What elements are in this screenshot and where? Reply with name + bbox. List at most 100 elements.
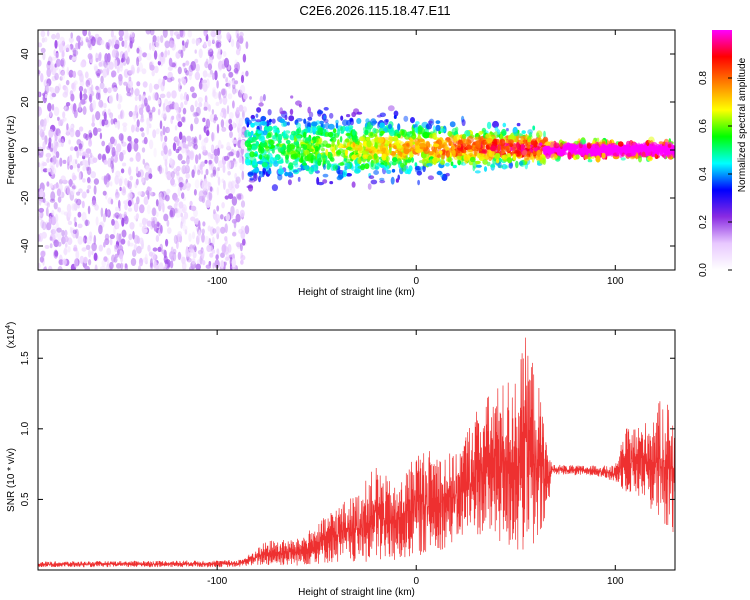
signal-mark xyxy=(321,153,328,159)
noise-mark xyxy=(146,125,150,135)
spectrogram-panel: -100 0 100 -40 -20 0 20 40 Height of straight l… xyxy=(6,29,676,298)
noise-mark xyxy=(93,185,97,195)
noise-mark xyxy=(168,57,173,67)
noise-mark xyxy=(119,95,123,103)
signal-mark xyxy=(502,130,507,136)
noise-mark xyxy=(100,75,104,84)
noise-mark xyxy=(177,121,183,128)
signal-mark xyxy=(306,144,312,149)
noise-mark xyxy=(213,209,216,215)
signal-mark xyxy=(364,148,372,152)
signal-mark xyxy=(409,153,414,157)
noise-mark xyxy=(46,202,50,208)
noise-mark xyxy=(96,39,99,45)
noise-mark xyxy=(169,40,175,48)
noise-mark xyxy=(177,231,182,237)
signal-mark xyxy=(403,115,409,122)
noise-mark xyxy=(110,198,114,205)
noise-mark xyxy=(181,160,186,165)
signal-mark xyxy=(252,167,260,173)
noise-mark xyxy=(166,91,171,99)
signal-mark xyxy=(595,155,601,163)
noise-mark xyxy=(84,71,89,79)
signal-mark xyxy=(485,144,490,150)
noise-mark xyxy=(228,193,234,200)
colorbar-tick-label: 0.2 xyxy=(698,215,709,229)
noise-mark xyxy=(226,105,230,115)
noise-mark xyxy=(55,151,60,159)
noise-mark xyxy=(198,229,201,240)
noise-mark xyxy=(102,190,107,196)
noise-mark xyxy=(117,93,123,104)
noise-mark xyxy=(79,90,83,101)
noise-mark xyxy=(68,37,74,43)
signal-mark xyxy=(427,175,434,180)
signal-mark xyxy=(507,139,514,145)
noise-mark xyxy=(221,202,225,209)
signal-mark xyxy=(624,144,631,151)
noise-mark xyxy=(220,214,224,220)
noise-mark xyxy=(75,129,81,138)
noise-mark xyxy=(115,206,119,212)
noise-mark xyxy=(57,241,62,247)
noise-mark xyxy=(209,186,213,192)
signal-mark xyxy=(364,163,370,170)
noise-mark xyxy=(206,73,213,78)
signal-mark xyxy=(445,172,450,177)
signal-mark xyxy=(422,131,430,139)
noise-mark xyxy=(164,158,168,167)
noise-mark xyxy=(177,207,183,213)
noise-mark xyxy=(114,121,118,128)
signal-mark xyxy=(265,134,270,139)
noise-mark xyxy=(120,262,124,270)
noise-mark xyxy=(50,191,56,202)
noise-mark xyxy=(212,262,215,269)
noise-mark xyxy=(232,231,237,237)
signal-mark xyxy=(488,150,495,158)
noise-mark xyxy=(46,157,50,163)
noise-mark xyxy=(204,235,210,245)
noise-mark xyxy=(217,60,224,70)
noise-mark xyxy=(91,200,97,207)
noise-mark xyxy=(98,61,103,67)
noise-mark xyxy=(178,131,183,140)
noise-mark xyxy=(189,244,194,251)
noise-mark xyxy=(191,169,195,179)
signal-mark xyxy=(367,183,372,190)
noise-mark xyxy=(190,61,196,71)
noise-mark xyxy=(238,104,244,112)
noise-mark xyxy=(173,168,177,175)
noise-mark xyxy=(185,173,190,179)
noise-mark xyxy=(119,151,124,162)
noise-mark xyxy=(65,79,70,86)
noise-mark xyxy=(220,260,225,269)
noise-mark xyxy=(192,244,197,251)
noise-mark xyxy=(72,184,77,190)
signal-mark xyxy=(654,153,658,158)
noise-mark xyxy=(81,247,87,252)
noise-mark xyxy=(40,47,46,54)
noise-mark xyxy=(237,194,242,201)
signal-mark xyxy=(428,120,433,124)
signal-mark xyxy=(475,140,481,148)
noise-mark xyxy=(136,81,141,87)
noise-mark xyxy=(135,166,139,174)
signal-mark xyxy=(356,111,363,115)
noise-mark xyxy=(68,73,73,78)
noise-mark xyxy=(93,127,98,136)
noise-mark xyxy=(130,31,135,38)
noise-mark xyxy=(224,256,230,261)
noise-mark xyxy=(72,158,78,169)
noise-mark xyxy=(114,244,119,250)
noise-mark xyxy=(75,159,78,165)
noise-mark xyxy=(233,67,239,74)
noise-mark xyxy=(150,216,155,222)
noise-mark xyxy=(133,243,138,252)
noise-mark xyxy=(210,161,214,171)
noise-mark xyxy=(234,172,238,180)
noise-mark xyxy=(222,164,226,174)
noise-mark xyxy=(170,171,175,179)
noise-mark xyxy=(117,103,122,110)
noise-mark xyxy=(71,56,77,61)
noise-mark xyxy=(100,39,105,45)
